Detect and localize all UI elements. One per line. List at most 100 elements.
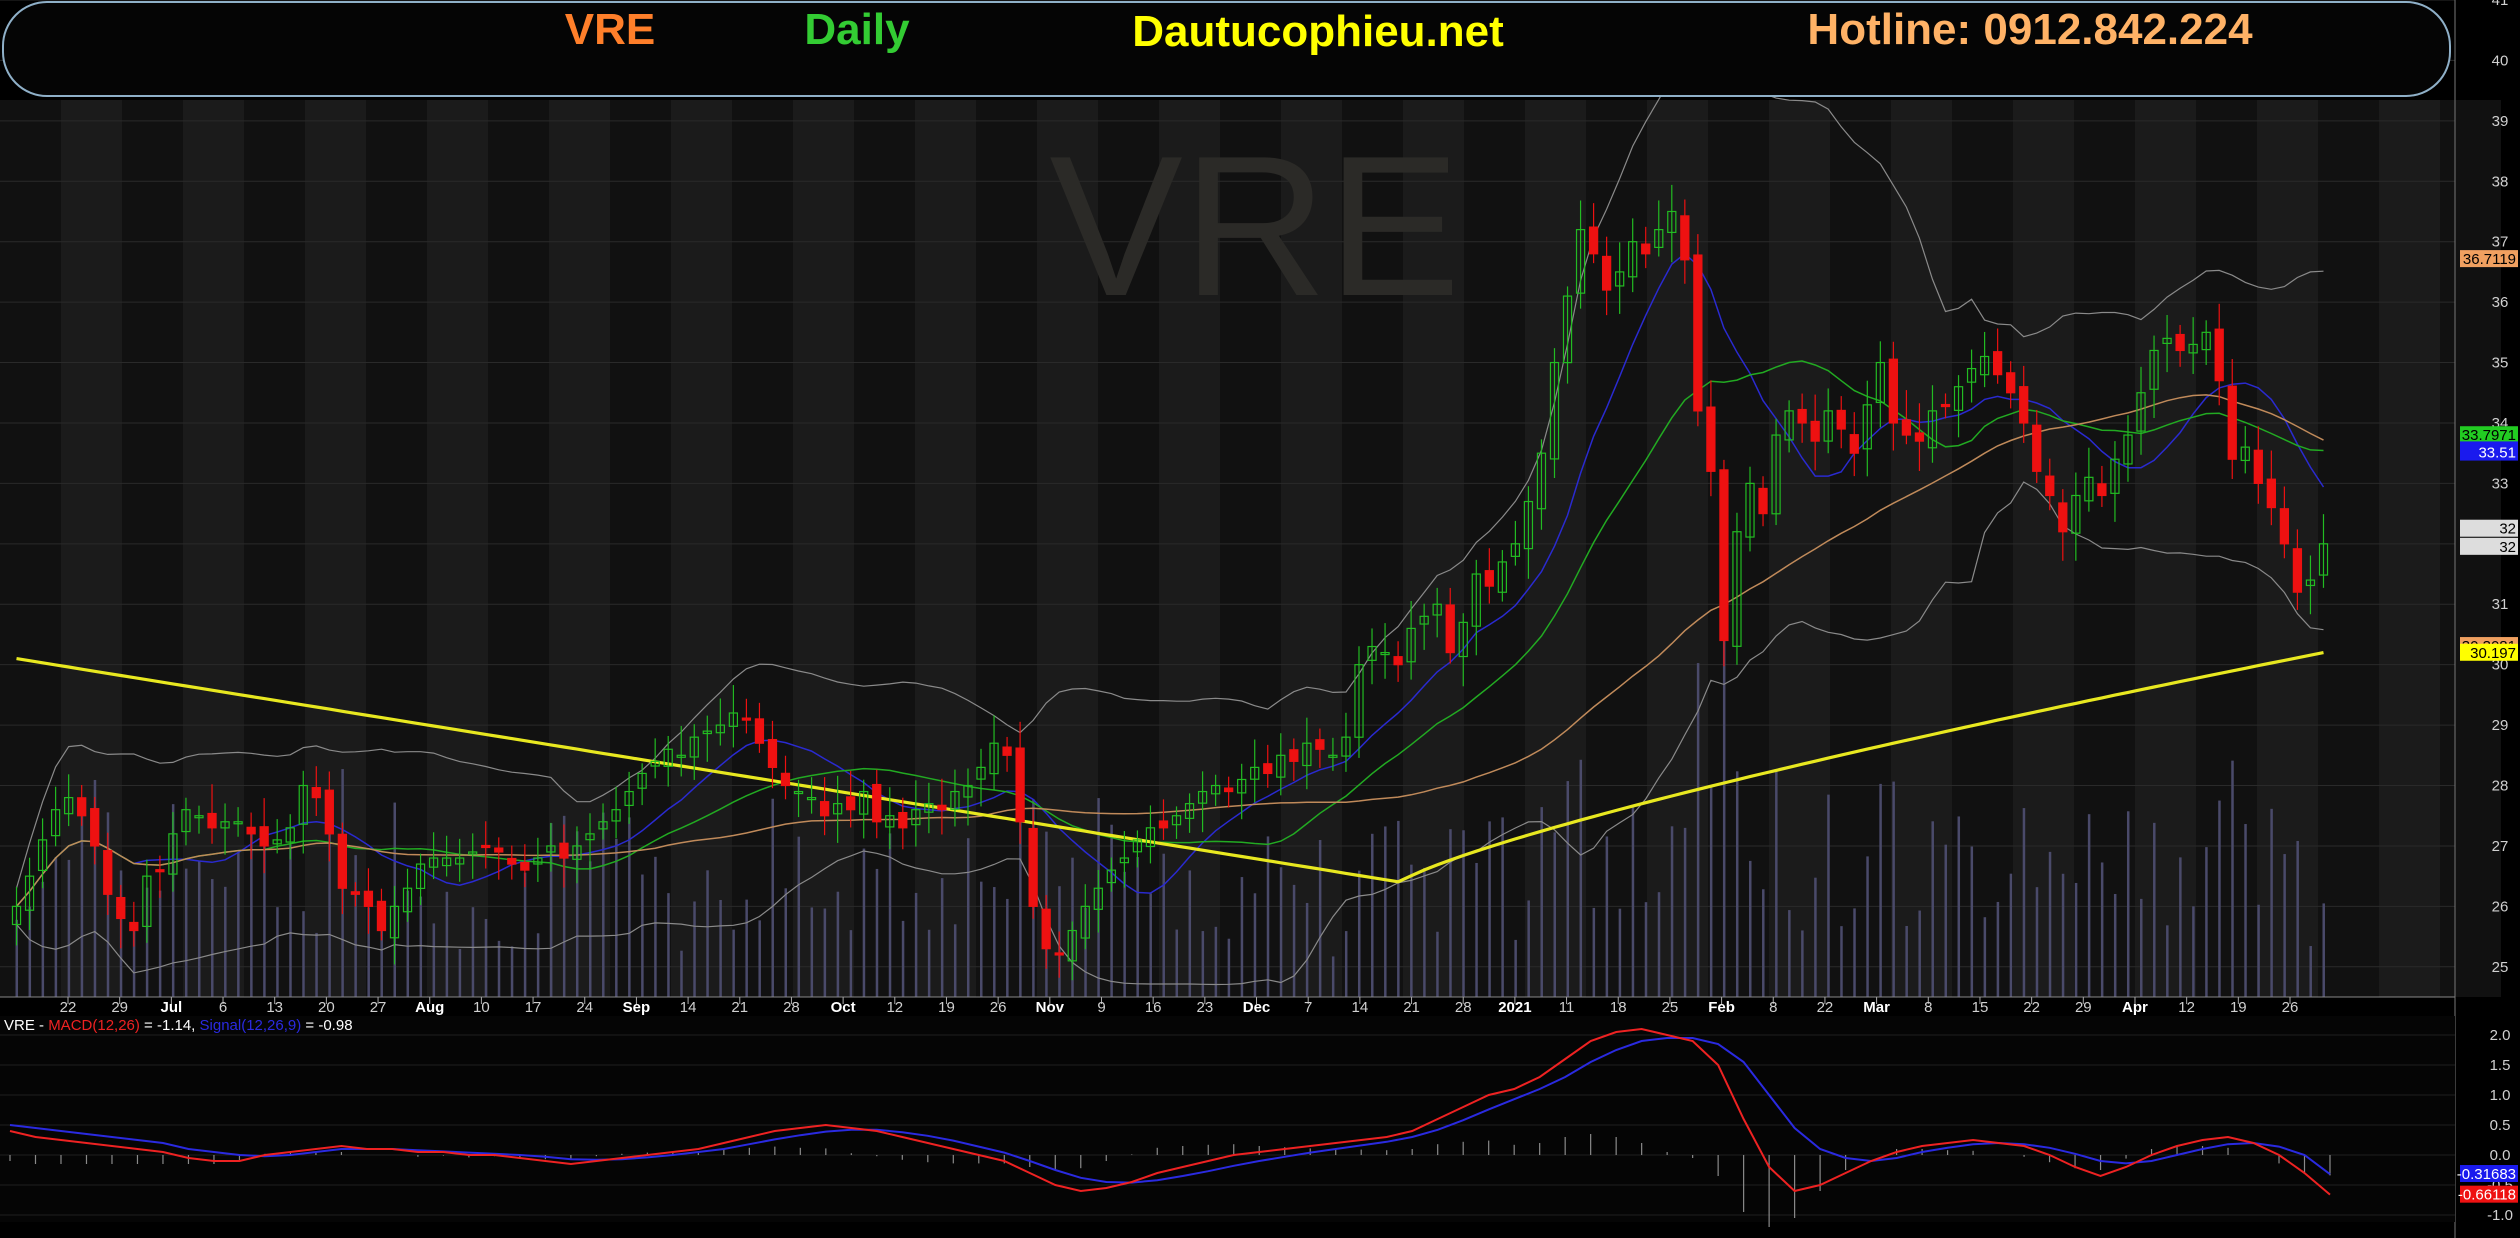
candle-body <box>533 857 543 865</box>
candle-body <box>1875 361 1885 404</box>
candle-body <box>2071 494 2081 534</box>
volume-bar <box>758 920 761 997</box>
x-tick-label: 9 <box>1097 999 1105 1016</box>
volume-bar <box>1488 821 1491 997</box>
background-stripe <box>1769 100 1830 997</box>
x-tick-label: 10 <box>473 999 490 1016</box>
candle-body <box>1523 500 1534 550</box>
x-tick-label: 8 <box>1924 999 1932 1016</box>
x-tick-label: 14 <box>1352 999 1369 1016</box>
volume-bar <box>1175 929 1179 997</box>
price-axis-ticks: 2526272829303132333435363738394041 <box>2492 0 2509 976</box>
candle-body <box>950 790 960 810</box>
candle-body <box>2084 476 2094 502</box>
volume-bar <box>1749 860 1752 997</box>
price-tick-label: 35 <box>2492 355 2509 372</box>
macd-indicator <box>9 1027 2331 1227</box>
volume-bar <box>1553 832 1556 997</box>
volume-bar <box>1579 759 1583 997</box>
volume-bar <box>719 899 722 997</box>
candle-body <box>741 717 752 721</box>
background-stripe <box>915 100 976 997</box>
candle-body <box>754 718 765 744</box>
candle-body <box>363 890 374 907</box>
macd-grid <box>0 1034 2455 1216</box>
candle-body <box>1940 403 1951 408</box>
volume-bar <box>888 833 892 997</box>
price-tick-label: 26 <box>2492 898 2509 915</box>
volume-bar <box>2322 903 2325 997</box>
candle-body <box>2149 349 2159 390</box>
candle-body <box>1093 887 1103 910</box>
volume-bar <box>211 879 214 997</box>
candle-body <box>2292 548 2303 593</box>
candle-body <box>1823 410 1833 442</box>
volume-bar <box>67 859 71 997</box>
background-stripe <box>0 100 61 997</box>
volume-bar <box>471 907 475 997</box>
volume-bar <box>289 844 292 997</box>
bollinger-bands <box>15 64 2324 986</box>
volume-bar <box>1892 781 1895 997</box>
candle-body <box>1080 905 1090 939</box>
volume-bar <box>823 908 827 997</box>
candle-body <box>1510 543 1521 557</box>
price-tick-label: 29 <box>2492 717 2509 734</box>
x-tick-label: 13 <box>266 999 283 1016</box>
candle-body <box>1237 778 1247 794</box>
volume-bar <box>328 824 331 997</box>
ma-short-line <box>15 252 2325 907</box>
candle-body <box>1862 404 1872 450</box>
x-tick-label: 29 <box>2075 999 2092 1016</box>
volume-bar <box>1292 884 1296 997</box>
volume-bar <box>1944 844 1948 997</box>
macd-tick-label: 1.5 <box>2490 1057 2511 1074</box>
hotline-label: Hotline: 0912.842.224 <box>1807 5 2253 54</box>
volume-bar <box>1840 926 1843 997</box>
candle-body <box>1393 656 1403 666</box>
candle-body <box>1719 469 1729 642</box>
x-tick-label: Oct <box>831 999 856 1016</box>
volume-bar <box>484 918 488 997</box>
candle-body <box>1901 419 1912 436</box>
candle-body <box>689 736 699 758</box>
price-marker-box <box>2460 643 2518 661</box>
candle-body <box>1367 645 1377 661</box>
candle-body <box>520 861 530 871</box>
candle-body <box>1549 361 1560 460</box>
candle-body <box>1028 827 1038 907</box>
x-tick-label: 28 <box>1455 999 1472 1016</box>
macd-marker-label: -0.31683 <box>2457 1166 2516 1183</box>
candle-body <box>1041 908 1051 950</box>
candle-body <box>1250 766 1260 780</box>
volume-bar <box>497 940 501 997</box>
candle-body <box>2058 502 2068 533</box>
volume-bar <box>1918 910 1921 997</box>
volume-bar <box>1540 807 1543 997</box>
volume-bar <box>406 890 410 997</box>
background-stripe <box>61 100 122 997</box>
candle-body <box>1184 803 1195 819</box>
volume-bar <box>445 891 449 997</box>
background-stripe <box>427 100 488 997</box>
price-tick-label: 38 <box>2492 173 2509 190</box>
candle-body <box>2266 478 2276 509</box>
volume-bar <box>2296 840 2299 997</box>
volume-bar <box>940 878 944 997</box>
volume-bar <box>589 861 592 997</box>
volume-bar <box>1410 864 1413 997</box>
volume-bar <box>1123 871 1126 997</box>
candle-body <box>1341 736 1351 757</box>
background-stripe <box>2318 100 2379 997</box>
volume-bar <box>2140 898 2143 997</box>
volume-bar <box>510 946 514 997</box>
volume-bar <box>2048 851 2052 997</box>
volume-bar <box>1305 902 1309 997</box>
volume-bar <box>1827 794 1830 997</box>
volume-bar <box>2205 847 2208 997</box>
background-stripe <box>1281 100 1342 997</box>
volume-bar <box>1879 783 1882 997</box>
volume-bar <box>862 848 866 997</box>
volume-bar <box>523 872 527 997</box>
